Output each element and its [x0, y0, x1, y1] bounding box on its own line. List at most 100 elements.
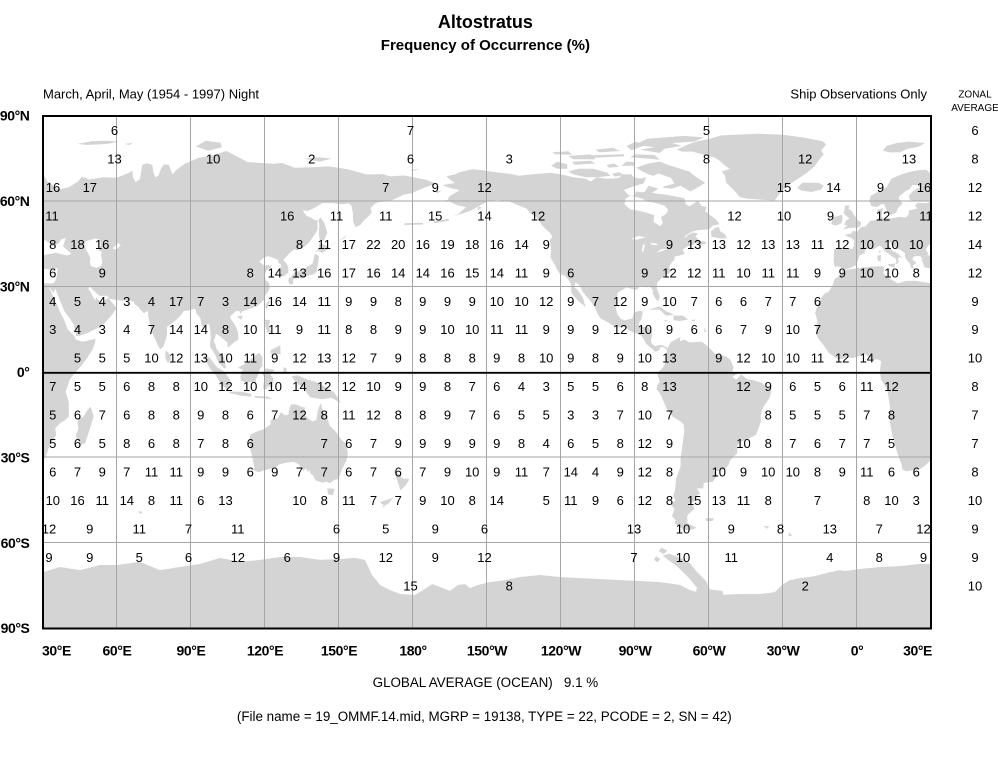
- svg-text:9: 9: [444, 294, 451, 309]
- svg-text:11: 11: [761, 265, 775, 280]
- svg-text:9: 9: [395, 379, 402, 394]
- svg-text:8: 8: [173, 436, 180, 451]
- svg-text:7: 7: [321, 465, 328, 480]
- svg-text:8: 8: [518, 351, 525, 366]
- svg-text:3: 3: [123, 294, 130, 309]
- svg-text:Frequency of Occurrence (%): Frequency of Occurrence (%): [381, 37, 590, 54]
- svg-text:8: 8: [765, 408, 772, 423]
- svg-text:14: 14: [416, 265, 430, 280]
- svg-text:5: 5: [74, 294, 81, 309]
- svg-text:9: 9: [370, 294, 377, 309]
- svg-text:7: 7: [839, 436, 846, 451]
- svg-text:9: 9: [814, 265, 821, 280]
- svg-text:5: 5: [592, 436, 599, 451]
- svg-text:10: 10: [292, 493, 306, 508]
- svg-text:Ship Observations Only: Ship Observations Only: [790, 87, 927, 102]
- svg-text:9: 9: [333, 550, 340, 565]
- svg-text:11: 11: [95, 493, 109, 508]
- svg-text:9: 9: [567, 322, 574, 337]
- svg-text:30°N: 30°N: [0, 279, 30, 295]
- svg-text:12: 12: [231, 550, 245, 565]
- svg-text:7: 7: [197, 436, 204, 451]
- svg-text:60°N: 60°N: [0, 193, 30, 209]
- svg-text:16: 16: [440, 265, 454, 280]
- svg-text:7: 7: [197, 294, 204, 309]
- svg-text:10: 10: [638, 351, 652, 366]
- svg-text:7: 7: [740, 322, 747, 337]
- svg-text:ZONAL: ZONAL: [958, 90, 992, 101]
- svg-text:8: 8: [518, 436, 525, 451]
- svg-text:30°E: 30°E: [42, 643, 71, 659]
- svg-text:6: 6: [493, 379, 500, 394]
- svg-text:13: 13: [107, 151, 121, 166]
- svg-text:4: 4: [99, 294, 106, 309]
- svg-text:60°E: 60°E: [103, 643, 132, 659]
- svg-text:10: 10: [736, 265, 750, 280]
- svg-text:9: 9: [543, 265, 550, 280]
- svg-text:4: 4: [518, 379, 525, 394]
- svg-text:3: 3: [567, 408, 574, 423]
- svg-text:10: 10: [194, 379, 208, 394]
- svg-text:11: 11: [45, 208, 59, 223]
- svg-text:9: 9: [197, 465, 204, 480]
- svg-text:8: 8: [148, 379, 155, 394]
- svg-text:10: 10: [968, 351, 982, 366]
- svg-text:8: 8: [444, 351, 451, 366]
- svg-text:11: 11: [342, 493, 356, 508]
- svg-text:8: 8: [617, 436, 624, 451]
- svg-text:4: 4: [543, 436, 550, 451]
- svg-text:120°W: 120°W: [541, 643, 582, 659]
- svg-text:14: 14: [120, 493, 134, 508]
- svg-text:16: 16: [917, 180, 931, 195]
- svg-text:9: 9: [99, 465, 106, 480]
- svg-text:8: 8: [971, 151, 978, 166]
- svg-text:10: 10: [514, 294, 528, 309]
- svg-text:15: 15: [403, 579, 417, 594]
- svg-text:3: 3: [99, 322, 106, 337]
- svg-text:18: 18: [70, 237, 84, 252]
- svg-text:15: 15: [777, 180, 791, 195]
- svg-text:9: 9: [728, 522, 735, 537]
- svg-text:8: 8: [395, 294, 402, 309]
- svg-text:7: 7: [49, 379, 56, 394]
- svg-text:5: 5: [567, 379, 574, 394]
- svg-text:10: 10: [206, 151, 220, 166]
- svg-text:10: 10: [539, 351, 553, 366]
- svg-text:7: 7: [666, 408, 673, 423]
- svg-text:12: 12: [968, 265, 982, 280]
- svg-text:11: 11: [145, 465, 159, 480]
- svg-text:10: 10: [638, 322, 652, 337]
- svg-text:10: 10: [968, 493, 982, 508]
- svg-text:10: 10: [736, 436, 750, 451]
- svg-text:13: 13: [662, 379, 676, 394]
- svg-text:7: 7: [971, 436, 978, 451]
- svg-text:12: 12: [317, 379, 331, 394]
- svg-text:7: 7: [185, 522, 192, 537]
- svg-text:12: 12: [884, 379, 898, 394]
- svg-text:9: 9: [567, 351, 574, 366]
- svg-text:90°W: 90°W: [619, 643, 653, 659]
- svg-text:5: 5: [543, 408, 550, 423]
- svg-text:11: 11: [786, 265, 800, 280]
- svg-text:10: 10: [884, 237, 898, 252]
- svg-text:9: 9: [971, 550, 978, 565]
- svg-text:5: 5: [839, 408, 846, 423]
- svg-text:11: 11: [317, 322, 331, 337]
- svg-text:7: 7: [296, 465, 303, 480]
- svg-text:5: 5: [99, 436, 106, 451]
- svg-text:13: 13: [786, 237, 800, 252]
- svg-text:10: 10: [440, 493, 454, 508]
- svg-text:9: 9: [469, 294, 476, 309]
- svg-text:16: 16: [268, 294, 282, 309]
- svg-text:11: 11: [724, 550, 738, 565]
- svg-text:5: 5: [382, 522, 389, 537]
- svg-text:8: 8: [444, 379, 451, 394]
- svg-text:9: 9: [765, 379, 772, 394]
- svg-text:11: 11: [243, 351, 257, 366]
- svg-text:12: 12: [366, 408, 380, 423]
- svg-text:10: 10: [465, 322, 479, 337]
- svg-text:11: 11: [860, 379, 874, 394]
- svg-text:5: 5: [518, 408, 525, 423]
- svg-text:12: 12: [42, 522, 56, 537]
- svg-text:6: 6: [814, 294, 821, 309]
